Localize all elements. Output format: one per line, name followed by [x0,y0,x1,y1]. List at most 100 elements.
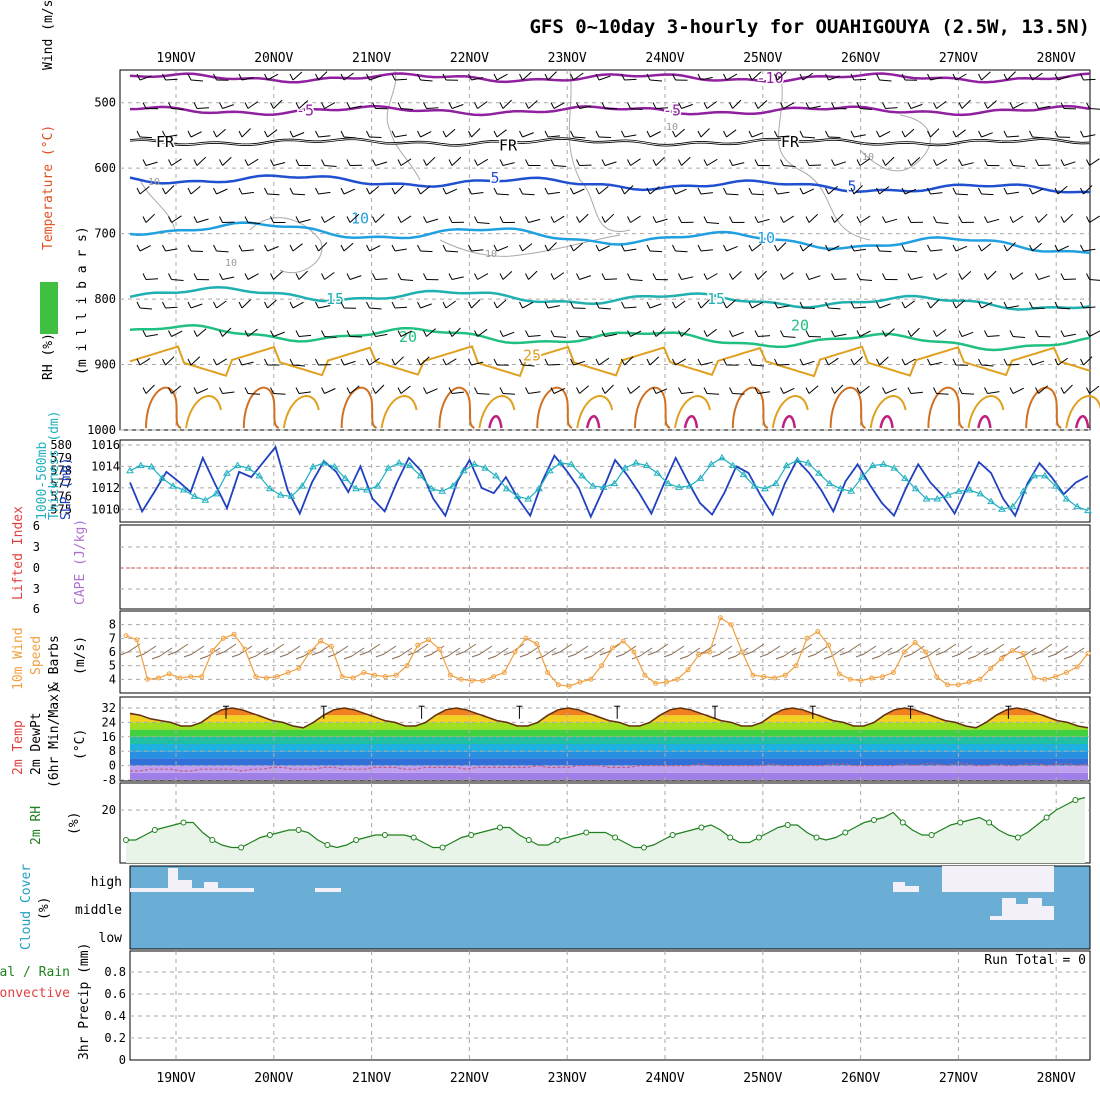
wind-barb-shaft [145,334,158,337]
wind-barb-shaft [598,245,611,252]
y-tick-label: 577 [50,477,72,491]
thickness-marker [815,469,823,476]
wind-barb-shaft [551,651,561,656]
wind-barb-flag [372,159,376,166]
wind-barb-shaft [681,391,694,394]
rh-marker [640,844,647,851]
wind-barb-flag [856,273,861,280]
wind-barb-shaft [343,655,353,660]
wind-barb-shaft [879,250,892,253]
cape-label: CAPE (J/kg) [73,519,88,605]
wind-barb-shaft [1083,134,1096,138]
wind-barb-shaft [783,215,794,223]
wind-barb-shaft [655,107,669,109]
top-date-label: 20NOV [254,51,293,66]
wind-barb-shaft [936,393,949,395]
wind-barb-flag [1029,244,1033,252]
wind-barb-flag [366,358,370,366]
wind-barb-shaft [477,158,489,166]
top-date-label: 21NOV [352,51,391,66]
wind-barb-flag [193,273,198,280]
wind-barb-flag [703,273,708,280]
wind-barb-flag [774,358,778,366]
wind-barb-flag [927,73,931,81]
wind-barb-shaft [828,245,840,252]
wind-barb-flag [754,387,759,394]
wind-barb-flag [952,130,957,138]
wind-barb-shaft [279,653,289,658]
wind-barb-flag [805,216,810,223]
wind-barb-shaft [675,188,687,195]
wind-barb-shaft [171,279,184,281]
y-tick-label: 0 [119,1053,126,1067]
wind-barb-shaft [451,391,464,394]
wind-barb-shaft [751,364,765,367]
wind-barb-flag [1003,301,1008,309]
thickness-marker [233,461,242,469]
wind-barb-flag [907,216,912,223]
wind-barb-shaft [1063,278,1077,280]
wind-barb-shaft [553,272,565,280]
wind-barb-flag [678,273,682,280]
wind-barb-shaft [624,248,637,252]
wind-barb [415,643,429,653]
wind-barb-flag [1029,358,1033,366]
wind-barb-shaft [802,136,816,139]
rh-marker [410,834,417,841]
wind-barb-flag [595,130,600,138]
wind-barb-flag [270,330,274,337]
wind-barb-flag [780,159,784,166]
cloud-cover-block [168,868,178,892]
y-tick-label: 0.4 [104,1009,126,1023]
wind-barb-flag [499,102,504,109]
rh-marker [1072,797,1079,803]
wind-barb-shaft [135,653,145,658]
rh-marker [439,844,446,851]
rh-marker [324,842,331,848]
wind-barb-flag [136,244,141,252]
wind-barb-flag [703,216,708,223]
rh-marker [698,824,705,831]
wind-barb-flag [468,358,472,366]
y-tick-label: 7 [109,631,116,645]
wind-barb-flag [805,102,810,109]
wind-barb-flag [780,273,784,280]
upper-wind-label: Wind (m/s) [41,0,56,70]
wind-barb-shaft [726,193,739,196]
cloud-cover-block [1028,898,1042,920]
cloud-cover-block [1016,904,1028,920]
wind-barb-shaft [987,218,1000,223]
wind-barb-shaft [955,193,969,196]
rh-y-ticks: 20 [102,803,116,817]
cloud-cover-block [178,880,192,892]
wind-barb-flag [570,187,574,195]
y-tick-label: 1012 [91,481,120,495]
wind-barb-shaft [615,653,625,658]
wind-barb-flag [799,301,804,309]
wind-barb-flag [601,159,606,166]
wind-barb-flag [697,130,702,138]
wind-barb-flag [678,102,682,109]
wind-barb-flag [264,73,268,81]
run-total-label: Run Total = 0 [984,953,1086,968]
wind-barb-flag [244,159,249,166]
wind-barb-shaft [839,651,849,656]
thickness-marker [341,474,350,481]
wind-barb-shaft [394,78,408,81]
wind-barb-flag [448,387,453,394]
wind-barb-flag [162,187,166,195]
wind-barb-shaft [732,99,742,109]
wind-barb-flag [595,301,600,309]
cloud-cover-block [158,888,170,892]
wind-barb-shaft [375,384,385,394]
surface-contour-35 [781,415,797,429]
wind-barb-shaft [1031,651,1041,656]
wind-barb-flag [697,301,702,309]
cloud-cover-block [905,886,919,892]
wind-barb-flag [729,387,733,394]
wind-barb-shaft [359,651,369,656]
y-tick-label: 32 [102,701,116,715]
wind-barb [655,643,669,653]
wind-barb-shaft [1063,655,1073,660]
surface-contour-25 [478,395,516,429]
